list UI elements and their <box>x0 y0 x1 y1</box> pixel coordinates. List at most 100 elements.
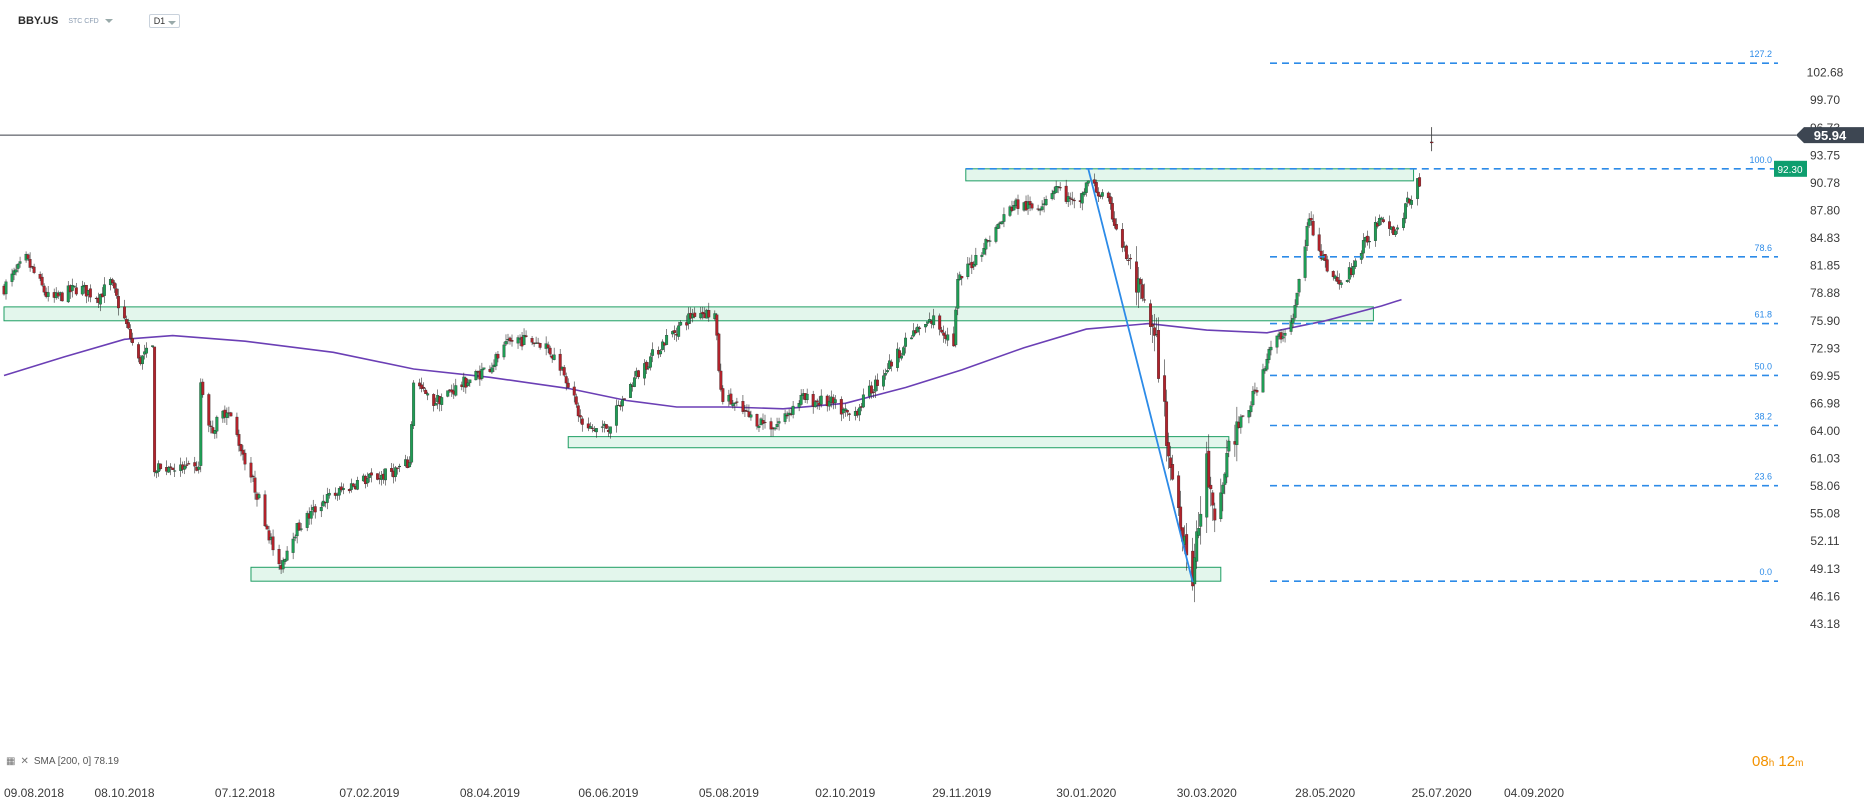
candle-body <box>464 377 468 388</box>
settings-icon[interactable]: ▦ <box>6 756 16 767</box>
zones-layer <box>3 168 1415 582</box>
candle-body <box>1261 369 1265 393</box>
candle-body <box>490 367 494 373</box>
candle-body <box>896 348 899 368</box>
candle-body <box>74 287 78 295</box>
candle-body <box>510 340 514 342</box>
candle-body <box>966 263 970 277</box>
x-tick-label: 30.03.2020 <box>1177 786 1237 800</box>
candle-body <box>785 414 789 417</box>
candle-body <box>12 270 16 275</box>
last-price-tag-label: 95.94 <box>1814 128 1847 143</box>
candle-body <box>847 413 851 415</box>
close-icon[interactable]: ✕ <box>20 756 29 767</box>
candle-body <box>1193 557 1197 585</box>
candle-body <box>474 371 478 381</box>
candle-body <box>629 383 632 398</box>
candle-body <box>1143 299 1146 301</box>
candle-body <box>1221 484 1225 494</box>
candle-body <box>643 363 646 379</box>
candle-body <box>1028 201 1032 206</box>
x-tick-label: 08.10.2018 <box>94 786 154 800</box>
candle-body <box>215 416 219 432</box>
fibonacci-layer: 127.2 100.0 78.6 61.8 50.0 38.2 23.6 0.0 <box>965 49 1778 582</box>
y-tick-label: 58.06 <box>1810 479 1840 493</box>
candle-body <box>586 423 590 429</box>
candle-body <box>1267 349 1271 361</box>
candle-body <box>249 462 253 478</box>
candle-body <box>440 397 444 405</box>
candle-body <box>1265 358 1269 370</box>
candle-body <box>1351 266 1355 275</box>
candle-body <box>367 473 371 478</box>
candle-body <box>333 492 337 496</box>
candle-body <box>1120 229 1124 248</box>
candle-body <box>1223 473 1227 485</box>
candle-body <box>241 449 245 455</box>
candle-body <box>1169 457 1173 468</box>
candle-body <box>434 403 438 406</box>
candle-body <box>548 347 552 355</box>
fib-level-label: 38.2 <box>1754 412 1772 422</box>
candle-body <box>1108 196 1112 204</box>
timer-hours: 08 <box>1752 753 1769 770</box>
candle-body <box>424 389 428 394</box>
candle-body <box>390 468 393 472</box>
indicator-legend: ▦ ✕ SMA [200, 0] 78.19 <box>6 756 119 767</box>
candle-body <box>1106 192 1110 199</box>
candle-body <box>454 385 458 396</box>
y-tick-label: 90.78 <box>1810 176 1840 190</box>
candle-body <box>183 465 187 470</box>
y-tick-label: 84.83 <box>1810 231 1840 245</box>
level-tag-box <box>1774 160 1807 177</box>
candle-body <box>574 396 578 405</box>
candle-body <box>167 467 171 473</box>
candle-body <box>321 500 325 507</box>
candle-body <box>1165 401 1169 446</box>
symbol-label[interactable]: BBY.US <box>18 15 59 27</box>
candle-body <box>1207 450 1211 488</box>
candle-body <box>504 341 508 345</box>
candle-body <box>755 413 759 427</box>
candle-body <box>562 367 566 376</box>
candle-body <box>1157 330 1161 379</box>
candle-body <box>1114 224 1118 230</box>
candle-body <box>1066 196 1070 202</box>
candle-body <box>1394 230 1397 235</box>
candle-body <box>1235 421 1239 446</box>
candle-body <box>1213 508 1217 521</box>
candle-body <box>4 281 8 295</box>
y-tick-label: 55.08 <box>1810 507 1840 521</box>
candle-body <box>1353 260 1357 267</box>
candle-body <box>80 285 84 295</box>
chevron-down-icon[interactable] <box>104 19 113 23</box>
candle-body <box>699 313 703 319</box>
candle-body <box>1377 217 1381 226</box>
candle-body <box>1410 200 1414 205</box>
x-tick-label: 07.02.2019 <box>339 786 399 800</box>
candle-body <box>1044 199 1048 206</box>
candle-body <box>102 284 106 296</box>
candle-body <box>1373 222 1377 241</box>
candle-body <box>882 375 885 387</box>
candle-body <box>327 492 331 496</box>
candle-body <box>1179 506 1183 531</box>
candle-body <box>1135 261 1138 293</box>
candle-body <box>305 512 309 528</box>
candle-body <box>1064 185 1068 202</box>
candle-body <box>1388 221 1391 229</box>
timeframe-select[interactable]: D1 <box>148 14 181 28</box>
candle-body <box>173 470 177 472</box>
candle-body <box>707 310 711 318</box>
candle-body <box>199 382 203 466</box>
candle-body <box>185 464 189 466</box>
fib-level-label: 61.8 <box>1754 310 1772 320</box>
timer-minutes: 12 <box>1778 753 1796 770</box>
candle-body <box>773 427 777 430</box>
candle-body <box>213 430 217 434</box>
candle-body <box>319 507 323 512</box>
candle-body <box>1289 321 1293 332</box>
candle-body <box>1167 442 1171 457</box>
candle-body <box>733 402 737 404</box>
